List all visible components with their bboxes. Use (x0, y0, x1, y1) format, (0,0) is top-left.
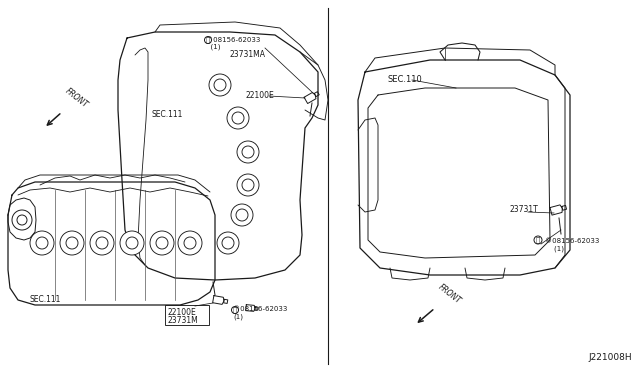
Circle shape (227, 107, 249, 129)
Circle shape (96, 237, 108, 249)
Text: ®08156-62033
  (1): ®08156-62033 (1) (206, 37, 260, 51)
Circle shape (236, 209, 248, 221)
Circle shape (222, 237, 234, 249)
Text: Ⓑ: Ⓑ (233, 307, 237, 313)
Circle shape (126, 237, 138, 249)
Text: J221008H: J221008H (588, 353, 632, 362)
Circle shape (237, 141, 259, 163)
Text: SEC.111: SEC.111 (152, 110, 184, 119)
Circle shape (205, 36, 211, 44)
Circle shape (534, 236, 542, 244)
Circle shape (150, 231, 174, 255)
Circle shape (231, 204, 253, 226)
Circle shape (12, 210, 32, 230)
Circle shape (60, 231, 84, 255)
Circle shape (237, 174, 259, 196)
Text: 22100E: 22100E (167, 308, 196, 317)
Circle shape (209, 74, 231, 96)
Text: 22100E: 22100E (245, 90, 274, 99)
Text: ®08156-62033
    (1): ®08156-62033 (1) (545, 238, 600, 251)
Circle shape (242, 179, 254, 191)
Circle shape (30, 231, 54, 255)
Text: Ⓑ: Ⓑ (206, 37, 210, 43)
Circle shape (156, 237, 168, 249)
Circle shape (36, 237, 48, 249)
Circle shape (90, 231, 114, 255)
Circle shape (217, 232, 239, 254)
Text: FRONT: FRONT (437, 283, 463, 306)
Circle shape (232, 112, 244, 124)
Circle shape (66, 237, 78, 249)
Circle shape (214, 79, 226, 91)
Text: FRONT: FRONT (64, 87, 90, 110)
Circle shape (232, 307, 239, 314)
Circle shape (178, 231, 202, 255)
Circle shape (242, 146, 254, 158)
Text: 23731MA: 23731MA (230, 50, 266, 59)
Circle shape (184, 237, 196, 249)
Text: 23731M: 23731M (167, 316, 198, 325)
Text: 23731T: 23731T (510, 205, 539, 215)
Text: SEC.111: SEC.111 (30, 295, 61, 304)
Circle shape (17, 215, 27, 225)
Text: SEC.110: SEC.110 (388, 75, 423, 84)
Text: Ⓑ: Ⓑ (536, 237, 540, 243)
Text: ®08156-62033
(1): ®08156-62033 (1) (233, 306, 287, 320)
Circle shape (120, 231, 144, 255)
